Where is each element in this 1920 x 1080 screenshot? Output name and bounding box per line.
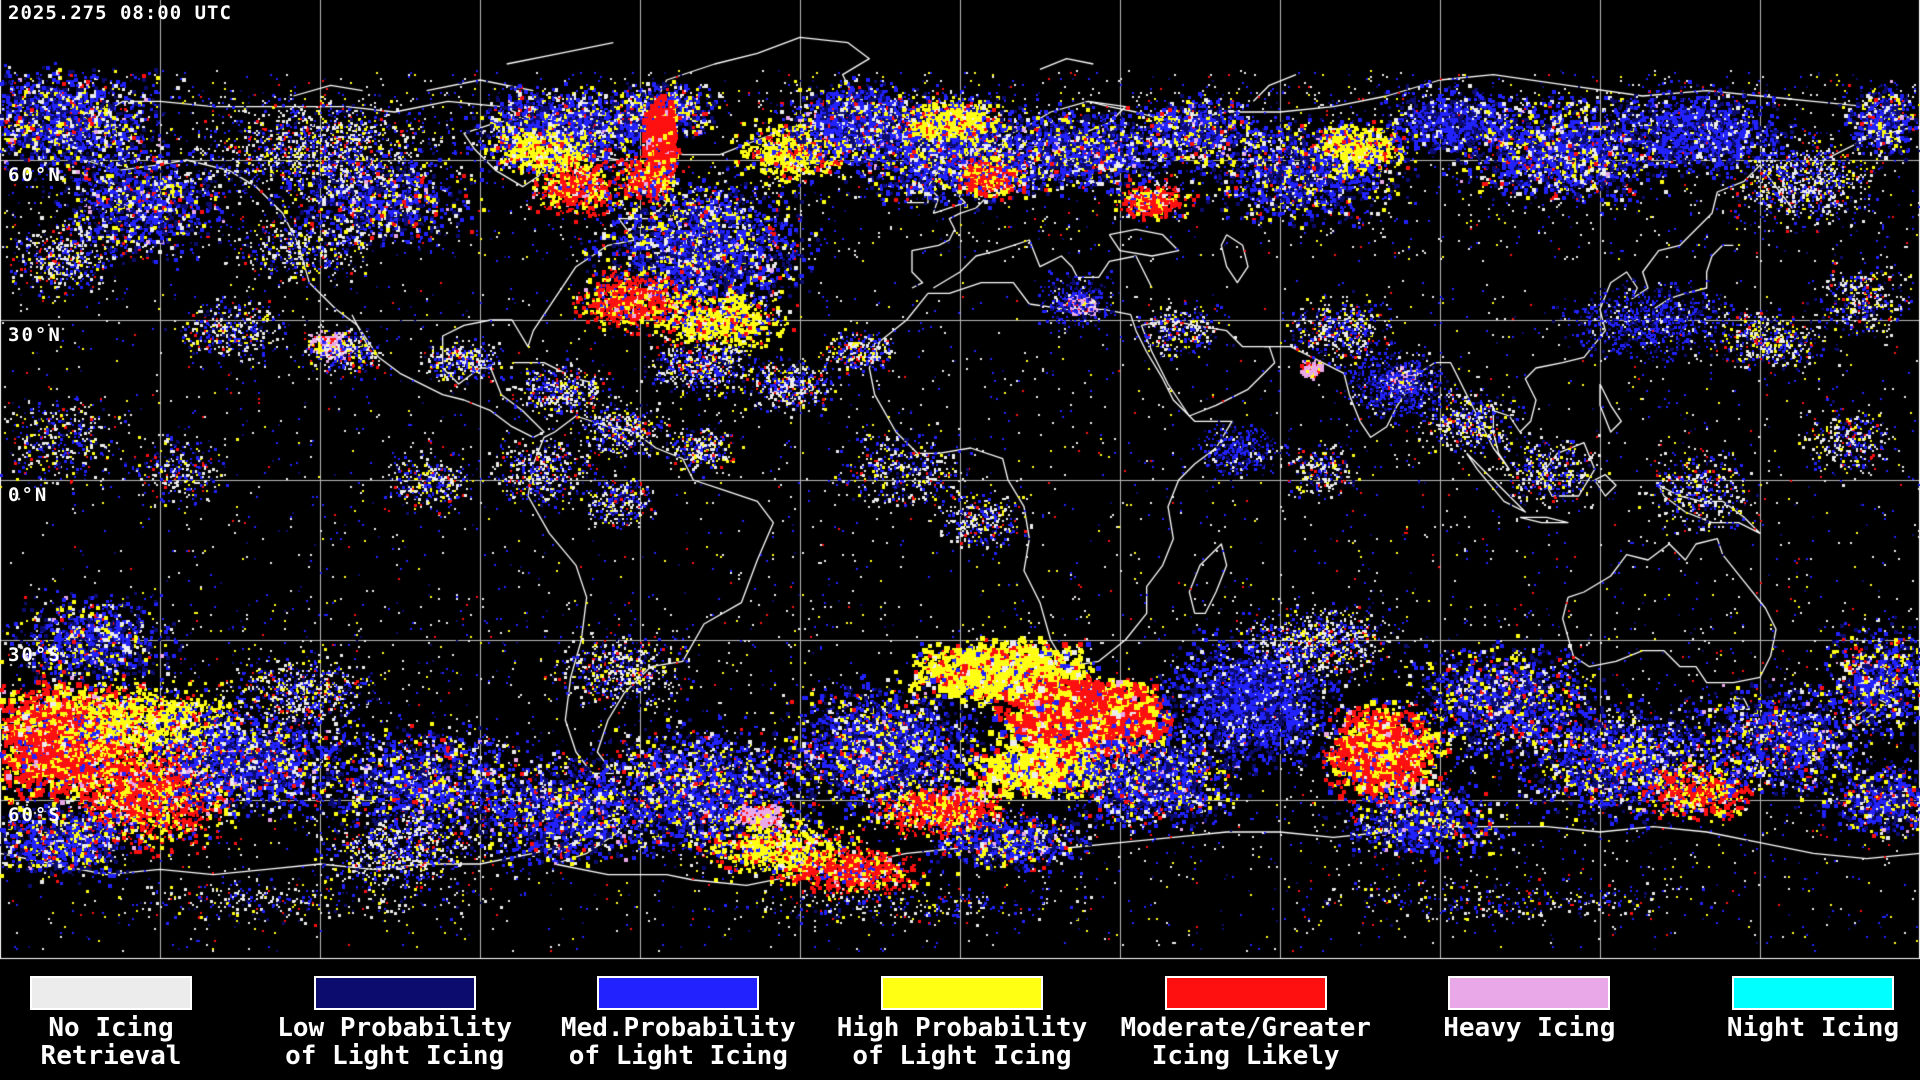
legend-swatch-moderate-greater — [1164, 976, 1327, 1010]
legend-label: No Icing — [48, 1013, 174, 1043]
legend-item-moderate-greater: Moderate/Greater Icing Likely — [1104, 960, 1388, 1080]
legend-swatch-night-icing — [1732, 976, 1895, 1010]
latitude-label: 30°S — [8, 644, 62, 666]
latitude-label: 30°N — [8, 324, 62, 346]
legend-item-heavy-icing: Heavy Icing — [1387, 960, 1671, 1080]
legend-item-high-probability: High Probability of Light Icing — [820, 960, 1104, 1080]
latitude-label: 0°N — [8, 484, 49, 506]
latitude-label: 60°S — [8, 804, 62, 826]
legend-item-low-probability: Low Probability of Light Icing — [253, 960, 537, 1080]
legend-label: of Light Icing — [852, 1041, 1072, 1071]
world-map: 2025.275 08:00 UTC 60°N 30°N 0°N 30°S 60°S — [0, 0, 1920, 960]
legend-label: of Light Icing — [285, 1041, 505, 1071]
legend-label: Med.Probability — [560, 1013, 796, 1043]
map-canvas — [0, 0, 1920, 960]
legend-label: Moderate/Greater — [1120, 1013, 1371, 1043]
legend-swatch-heavy-icing — [1448, 976, 1611, 1010]
legend-swatch-no-icing-retrieval — [30, 976, 192, 1010]
legend-label: Low Probability — [277, 1013, 513, 1043]
legend-item-no-icing-retrieval: No Icing Retrieval — [0, 960, 253, 1080]
legend-swatch-high-probability — [881, 976, 1043, 1010]
legend-label: Icing Likely — [1151, 1041, 1340, 1071]
legend-swatch-low-probability — [313, 976, 476, 1010]
latitude-label: 60°N — [8, 164, 62, 186]
legend-label: High Probability — [836, 1013, 1088, 1043]
legend-label: Heavy Icing — [1443, 1013, 1616, 1043]
legend-label: Night Icing — [1726, 1013, 1900, 1043]
timestamp: 2025.275 08:00 UTC — [8, 2, 232, 24]
legend-item-night-icing: Night Icing — [1671, 960, 1920, 1080]
legend-label: of Light Icing — [568, 1041, 788, 1071]
legend-item-med-probability: Med.Probability of Light Icing — [536, 960, 820, 1080]
legend-swatch-med-probability — [597, 976, 760, 1010]
legend-label: Retrieval — [40, 1041, 182, 1071]
legend: No Icing Retrieval Low Probability of Light… — [0, 960, 1920, 1080]
